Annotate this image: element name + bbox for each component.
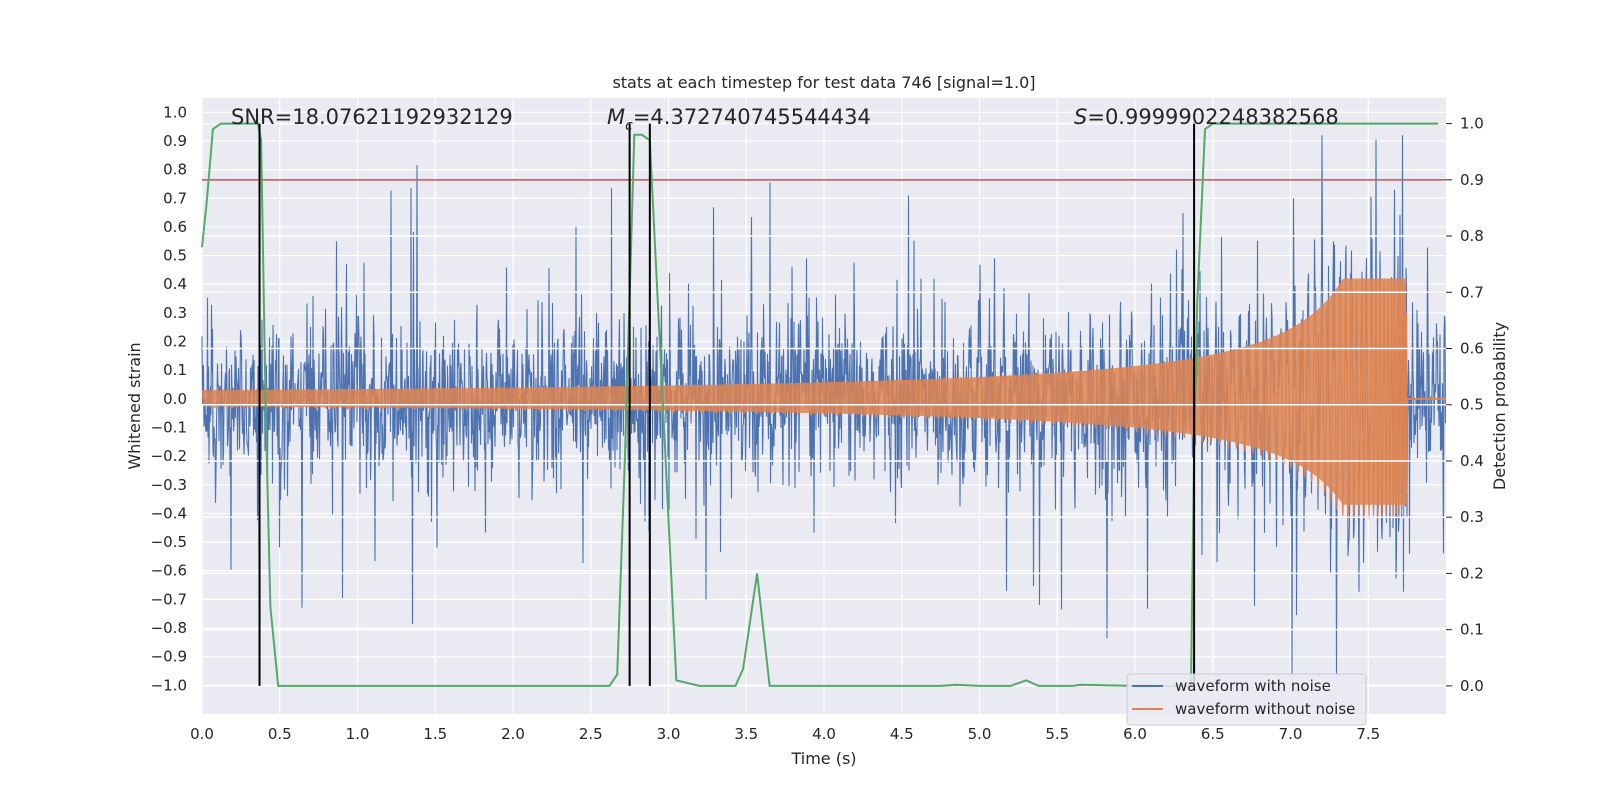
- x-tick-label: 6.0: [1123, 725, 1147, 743]
- y-left-tick-label: −0.3: [151, 476, 187, 494]
- x-tick-label: 1.5: [423, 725, 447, 743]
- y-left-tick-label: 0.7: [163, 189, 187, 207]
- x-tick-label: 4.0: [812, 725, 836, 743]
- x-tick-label: 2.0: [501, 725, 525, 743]
- y-right-tick-label: 0.2: [1460, 564, 1484, 582]
- y-left-tick-label: 0.1: [163, 361, 187, 379]
- chirp-mass-subscript: c: [625, 118, 633, 134]
- y-left-tick-label: −0.2: [151, 447, 187, 465]
- y-left-tick-label: 0.5: [163, 247, 187, 265]
- y-right-tick-label: 0.5: [1460, 396, 1484, 414]
- chirp-mass-symbol: M: [607, 105, 625, 129]
- x-tick-label: 0.0: [190, 725, 214, 743]
- y-right-tick-label: 0.9: [1460, 171, 1484, 189]
- y-left-tick-label: 0.3: [163, 304, 187, 322]
- y-left-tick-label: 0.9: [163, 132, 187, 150]
- x-tick-label: 6.5: [1201, 725, 1225, 743]
- y-left-tick-label: −0.6: [151, 562, 187, 580]
- score-value: =0.9999902248382568: [1087, 105, 1338, 129]
- y-left-tick-label: −0.5: [151, 533, 187, 551]
- y-right-tick-label: 1.0: [1460, 115, 1484, 133]
- chirp-waveform-path: [201, 278, 1446, 520]
- legend-label-noise: waveform with noise: [1175, 677, 1331, 695]
- y-right-tick-label: 0.8: [1460, 227, 1484, 245]
- y-right-tick-label: 0.3: [1460, 508, 1484, 526]
- axis-ticks: 0.0 0.5 1.0 1.5 2.0 2.5 3.0 3.5 4.0 4.5 5.0 5.5 6.0 6…: [151, 103, 1484, 743]
- y-right-tick-label: 0.4: [1460, 452, 1484, 470]
- x-tick-label: 7.0: [1279, 725, 1303, 743]
- y-right-tick-label: 0.7: [1460, 283, 1484, 301]
- y-left-tick-label: −0.9: [151, 648, 187, 666]
- y-left-tick-label: −0.8: [151, 619, 187, 637]
- y-left-tick-label: 1.0: [163, 103, 187, 121]
- y-left-tick-label: 0.4: [163, 275, 187, 293]
- chirp-mass-annotation: Mc=4.372740745544434: [607, 105, 871, 134]
- chart-title: stats at each timestep for test data 746…: [612, 73, 1035, 92]
- chirp-envelope: [202, 278, 1408, 505]
- y-right-tick-label: 0.1: [1460, 621, 1484, 639]
- legend: waveform with noise waveform without noi…: [1126, 673, 1367, 726]
- y-left-tick-label: −0.1: [151, 418, 187, 436]
- vertical-markers: [258, 123, 1196, 686]
- x-tick-label: 3.0: [657, 725, 681, 743]
- y-left-tick-label: −1.0: [151, 676, 187, 694]
- x-tick-label: 3.5: [734, 725, 758, 743]
- x-tick-label: 7.5: [1356, 725, 1380, 743]
- x-axis-label: Time (s): [790, 749, 856, 768]
- score-annotation: S=0.9999902248382568: [1074, 105, 1339, 129]
- y-left-tick-label: 0.0: [163, 390, 187, 408]
- score-symbol: S: [1074, 105, 1087, 129]
- y-right-tick-label: 0.6: [1460, 340, 1484, 358]
- x-tick-label: 4.5: [890, 725, 914, 743]
- y-axis-right-label: Detection probability: [1490, 322, 1509, 490]
- y-axis-left-label: Whitened strain: [125, 342, 144, 469]
- snr-annotation: SNR=18.07621192932129: [231, 105, 513, 129]
- y-right-tick-label: 0.0: [1460, 677, 1484, 695]
- waveform-without-noise: [201, 278, 1446, 520]
- chirp-mass-value: =4.372740745544434: [633, 105, 871, 129]
- x-tick-label: 0.5: [268, 725, 292, 743]
- x-tick-label: 5.5: [1045, 725, 1069, 743]
- x-tick-label: 1.0: [346, 725, 370, 743]
- legend-box: [1126, 673, 1367, 726]
- y-left-tick-label: 0.6: [163, 218, 187, 236]
- y-left-tick-label: 0.2: [163, 333, 187, 351]
- x-tick-label: 5.0: [968, 725, 992, 743]
- y-left-tick-label: 0.8: [163, 161, 187, 179]
- y-left-tick-label: −0.7: [151, 590, 187, 608]
- legend-label-no-noise: waveform without noise: [1175, 700, 1355, 718]
- y-left-tick-label: −0.4: [151, 504, 187, 522]
- x-tick-label: 2.5: [579, 725, 603, 743]
